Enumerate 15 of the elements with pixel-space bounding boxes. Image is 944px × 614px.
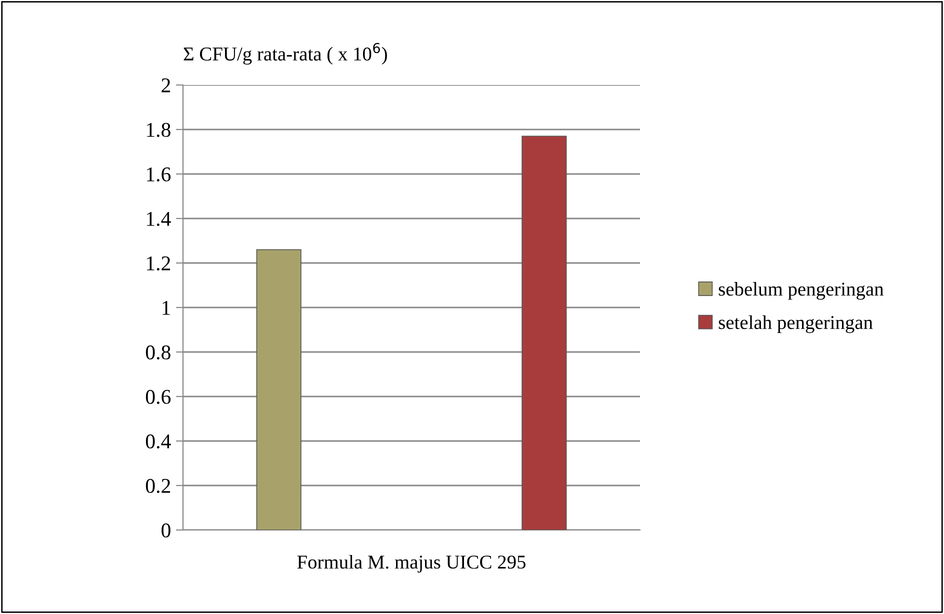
y-tick-label: 1.8 (146, 122, 170, 138)
y-tick-label: 1.6 (146, 167, 171, 182)
y-tick-label: 1 (162, 300, 170, 315)
legend-label: setelah pengeringan (718, 315, 873, 334)
y-tick-label: 0 (162, 523, 170, 538)
y-tick-label: 0.6 (146, 390, 171, 404)
y-tick-label: 0.2 (146, 478, 170, 494)
y-axis-title: Σ CFU/g rata-rata ( x 10$^{6}$) (184, 42, 387, 65)
x-tick-label: Formula M. majus UICC 295 (297, 555, 526, 573)
y-tick-label: 1.4 (146, 212, 171, 226)
y-tick-label: 2 (162, 78, 170, 92)
y-tick-label: 0.4 (146, 434, 171, 449)
y-tick-label: 0.8 (146, 345, 170, 360)
legend-label: sebelum pengeringan (718, 282, 884, 300)
y-tick-label: 1.2 (146, 256, 170, 271)
